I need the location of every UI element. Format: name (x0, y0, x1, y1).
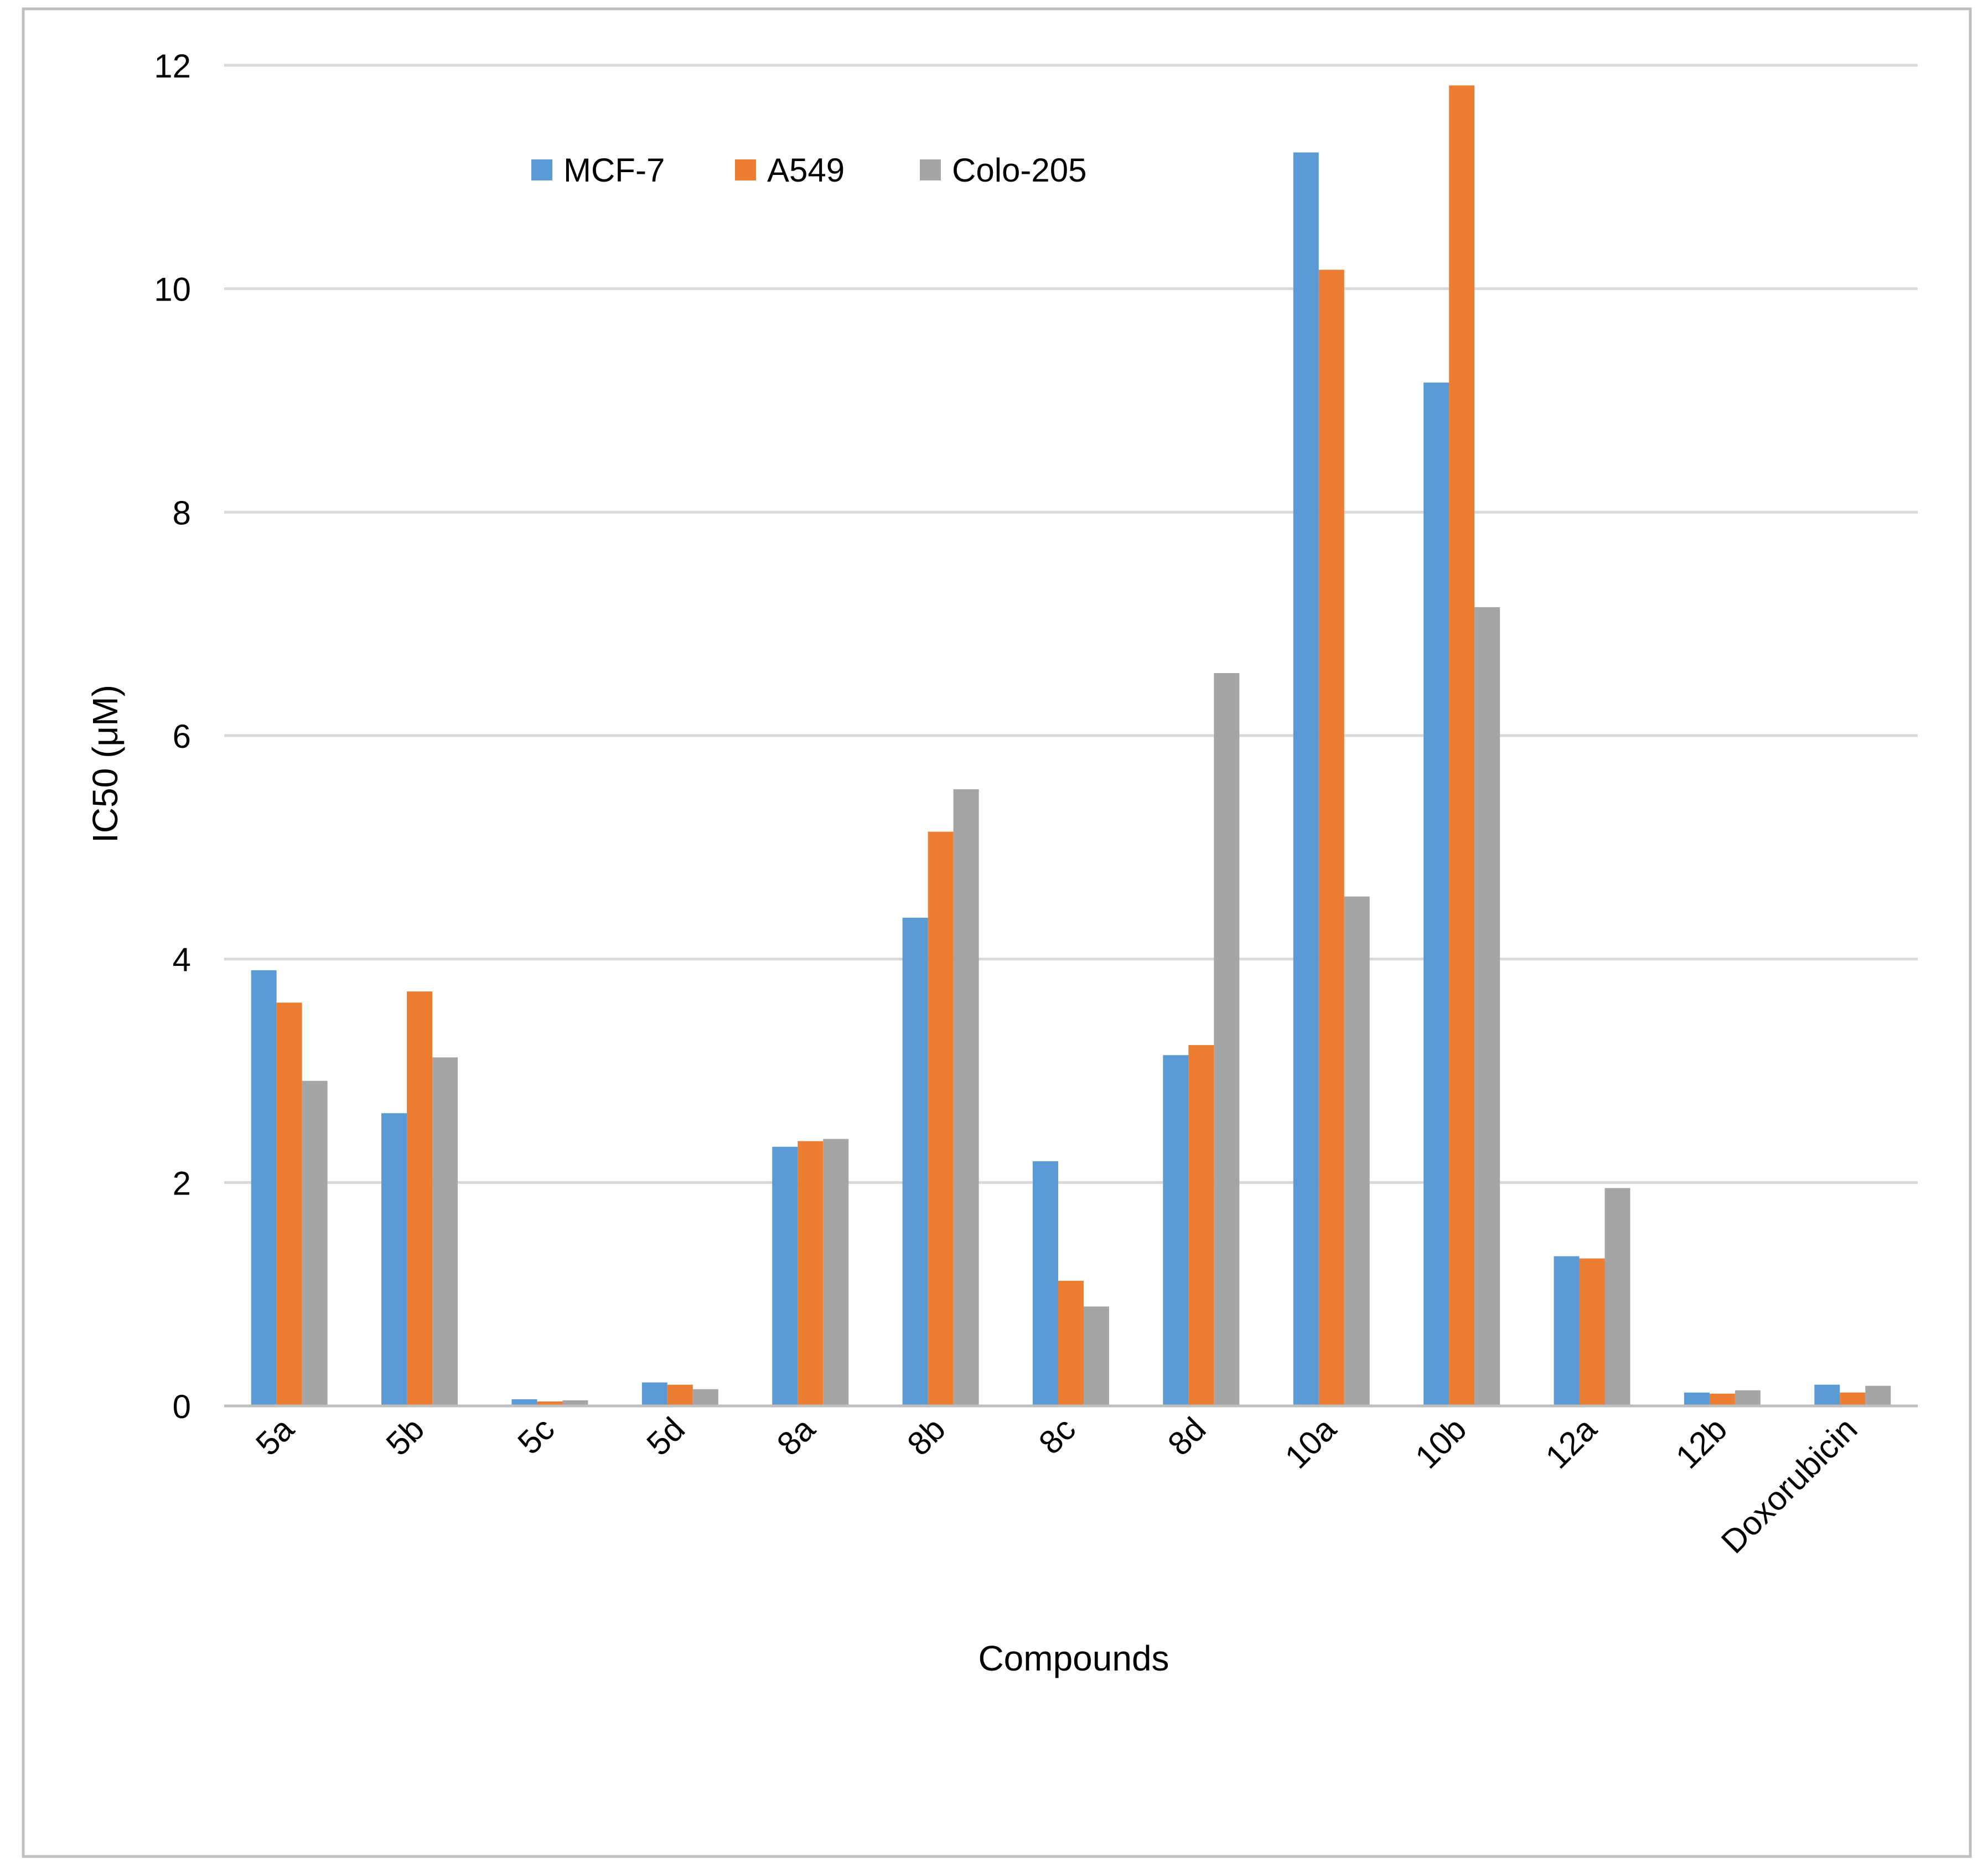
legend-label: A549 (767, 152, 845, 189)
bar-a549-5b (407, 991, 433, 1406)
bar-mcf-7-10b (1423, 382, 1449, 1406)
bar-colo-205-8b (953, 789, 979, 1406)
bar-mcf-7-5c (511, 1399, 537, 1406)
bar-mcf-7-5a (251, 970, 277, 1406)
y-tick-label: 2 (173, 1165, 191, 1202)
bar-mcf-7-8a (772, 1146, 798, 1406)
bar-colo-205-12a (1604, 1188, 1630, 1406)
bar-colo-205-10a (1344, 896, 1370, 1406)
bar-a549-8a (798, 1141, 824, 1406)
y-tick-label: 12 (154, 48, 191, 85)
bar-colo-205-5c (562, 1400, 588, 1406)
bar-mcf-7-10a (1293, 152, 1319, 1406)
bar-mcf-7-8c (1033, 1161, 1058, 1406)
bar-colo-205-8c (1084, 1306, 1109, 1406)
legend-swatch (735, 159, 756, 180)
legend-label: MCF-7 (563, 152, 665, 189)
bar-mcf-7-8b (902, 917, 928, 1406)
bar-a549-5c (537, 1401, 563, 1406)
chart-frame (22, 7, 1972, 1858)
legend-swatch (531, 159, 552, 180)
legend-label: Colo-205 (952, 152, 1087, 189)
bar-a549-8d (1188, 1045, 1214, 1406)
bar-a549-10a (1318, 270, 1344, 1406)
y-tick-label: 6 (173, 718, 191, 755)
x-axis-label: Compounds (978, 1638, 1169, 1678)
bars (251, 85, 1891, 1406)
bar-colo-205-12b (1735, 1390, 1761, 1406)
bar-colo-205-5d (692, 1389, 718, 1406)
bar-a549-8c (1058, 1280, 1084, 1406)
y-tick-label: 0 (173, 1388, 191, 1425)
bar-colo-205-8a (823, 1139, 849, 1406)
bar-mcf-7-8d (1163, 1055, 1189, 1406)
y-tick-label: 4 (173, 942, 191, 979)
gridlines (224, 64, 1918, 1184)
bar-a549-5a (276, 1002, 302, 1406)
bar-a549-8b (928, 831, 954, 1406)
bar-colo-205-5a (302, 1080, 328, 1406)
y-tick-label: 10 (154, 271, 191, 308)
bar-a549-12a (1579, 1258, 1605, 1406)
legend: MCF-7 A549 Colo-205 (531, 152, 1087, 189)
y-tick-label: 8 (173, 494, 191, 531)
bar-a549-10b (1449, 85, 1475, 1406)
bar-a549-12b (1709, 1393, 1735, 1406)
bar-mcf-7-12a (1554, 1256, 1580, 1406)
bar-mcf-7-12b (1684, 1392, 1710, 1406)
bar-colo-205-8d (1214, 673, 1240, 1406)
bar-colo-205-doxorubicin (1865, 1385, 1891, 1406)
bar-mcf-7-5d (641, 1382, 667, 1406)
bar-a549-5d (667, 1384, 693, 1406)
bar-mcf-7-5b (381, 1113, 407, 1406)
y-axis-label: IC50 (μM) (85, 685, 125, 843)
legend-swatch (920, 159, 941, 180)
bar-a549-doxorubicin (1840, 1392, 1866, 1406)
bar-colo-205-5b (432, 1057, 458, 1406)
y-axis-ticks: 0 2 4 6 8 10 12 (154, 48, 191, 1425)
bar-colo-205-10b (1474, 607, 1500, 1406)
bar-mcf-7-doxorubicin (1814, 1384, 1840, 1406)
